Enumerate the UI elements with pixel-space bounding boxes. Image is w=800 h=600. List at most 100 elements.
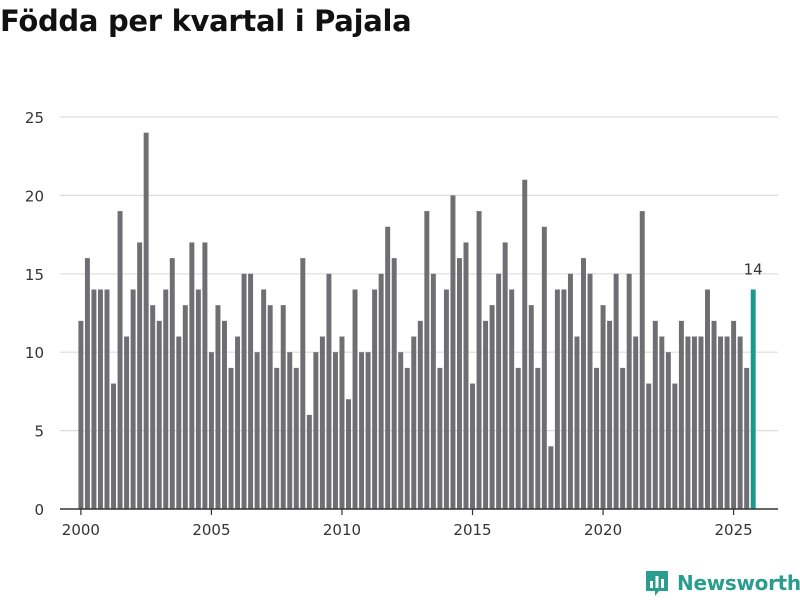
bars [78, 132, 756, 509]
bar [470, 383, 476, 509]
bar [665, 352, 671, 509]
bar [581, 258, 586, 509]
bar [202, 242, 208, 509]
bar [646, 383, 652, 509]
bar [91, 289, 97, 509]
bar [293, 367, 299, 509]
bar [574, 336, 580, 509]
data-labels: 14 [744, 260, 763, 278]
bar [287, 352, 293, 509]
bar [280, 305, 286, 509]
bar [548, 446, 554, 509]
bar [587, 273, 593, 509]
x-tick-label-2005: 2005 [192, 521, 230, 539]
bar [372, 289, 378, 509]
bar [326, 273, 332, 509]
bar [417, 320, 423, 509]
bar [300, 258, 306, 509]
bar [104, 289, 110, 509]
bar [600, 305, 606, 509]
bar [509, 289, 515, 509]
newsworthy-logo-icon [646, 571, 668, 596]
bar [515, 367, 521, 509]
bar [306, 414, 312, 509]
bar [424, 211, 430, 509]
chart-title: Födda per kvartal i Pajala [0, 4, 412, 38]
x-axis-ticks: 2000 2005 2010 2015 2020 2025 [62, 509, 753, 539]
y-tick-label-0: 0 [34, 501, 44, 519]
bar [613, 273, 619, 509]
y-tick-label-5: 5 [34, 423, 44, 441]
bar [554, 289, 560, 509]
bar [737, 336, 743, 509]
bar [352, 289, 358, 509]
bar [496, 273, 502, 509]
bar [626, 273, 632, 509]
bar [117, 211, 123, 509]
bar [731, 320, 737, 509]
bar [450, 195, 456, 509]
bar [678, 320, 684, 509]
bar [222, 320, 227, 509]
bar [208, 352, 214, 509]
bar [215, 305, 221, 509]
bar [607, 320, 613, 509]
bar [463, 242, 469, 509]
y-tick-label-15: 15 [25, 266, 44, 284]
bar [437, 367, 443, 509]
bar [561, 289, 567, 509]
bar [195, 289, 201, 509]
x-tick-label-2015: 2015 [453, 521, 491, 539]
newsworthy-logo: Newsworthy [644, 569, 800, 597]
bar [254, 352, 260, 509]
bar [261, 289, 267, 509]
bar [541, 226, 547, 509]
bar [698, 336, 704, 509]
bar [137, 242, 143, 509]
bar [672, 383, 678, 509]
bar [235, 336, 241, 509]
bar [705, 289, 710, 509]
bar [163, 289, 169, 509]
bar [522, 179, 528, 509]
bar [274, 367, 280, 509]
bar [535, 367, 541, 509]
bar [78, 320, 84, 509]
bar [391, 258, 397, 509]
bar [378, 273, 384, 509]
bar [385, 226, 391, 509]
bar [176, 336, 182, 509]
newsworthy-logo-text: Newsworthy [677, 571, 800, 595]
bar [365, 352, 371, 509]
bar [744, 367, 750, 509]
bar-highlighted [750, 289, 756, 509]
bar [718, 336, 724, 509]
bar [124, 336, 130, 509]
y-tick-label-20: 20 [25, 187, 44, 205]
bar [346, 399, 351, 509]
bar [332, 352, 338, 509]
bar [130, 289, 136, 509]
x-tick-label-2020: 2020 [584, 521, 622, 539]
bar [339, 336, 345, 509]
bar [150, 305, 156, 509]
bar [84, 258, 90, 509]
bar [724, 336, 730, 509]
bar [476, 211, 482, 509]
x-tick-label-2000: 2000 [62, 521, 100, 539]
bar [404, 367, 410, 509]
bar [248, 273, 254, 509]
x-tick-label-2025: 2025 [715, 521, 753, 539]
bar [241, 273, 247, 509]
highlight-value-label: 14 [744, 260, 763, 278]
bar [313, 352, 319, 509]
bar [359, 352, 365, 509]
bar [456, 258, 462, 509]
bar [111, 383, 117, 509]
bar [502, 242, 508, 509]
y-axis-ticks: 0 5 10 15 20 25 [25, 109, 44, 519]
bar [169, 258, 175, 509]
bar [711, 320, 717, 509]
bar [143, 132, 149, 509]
